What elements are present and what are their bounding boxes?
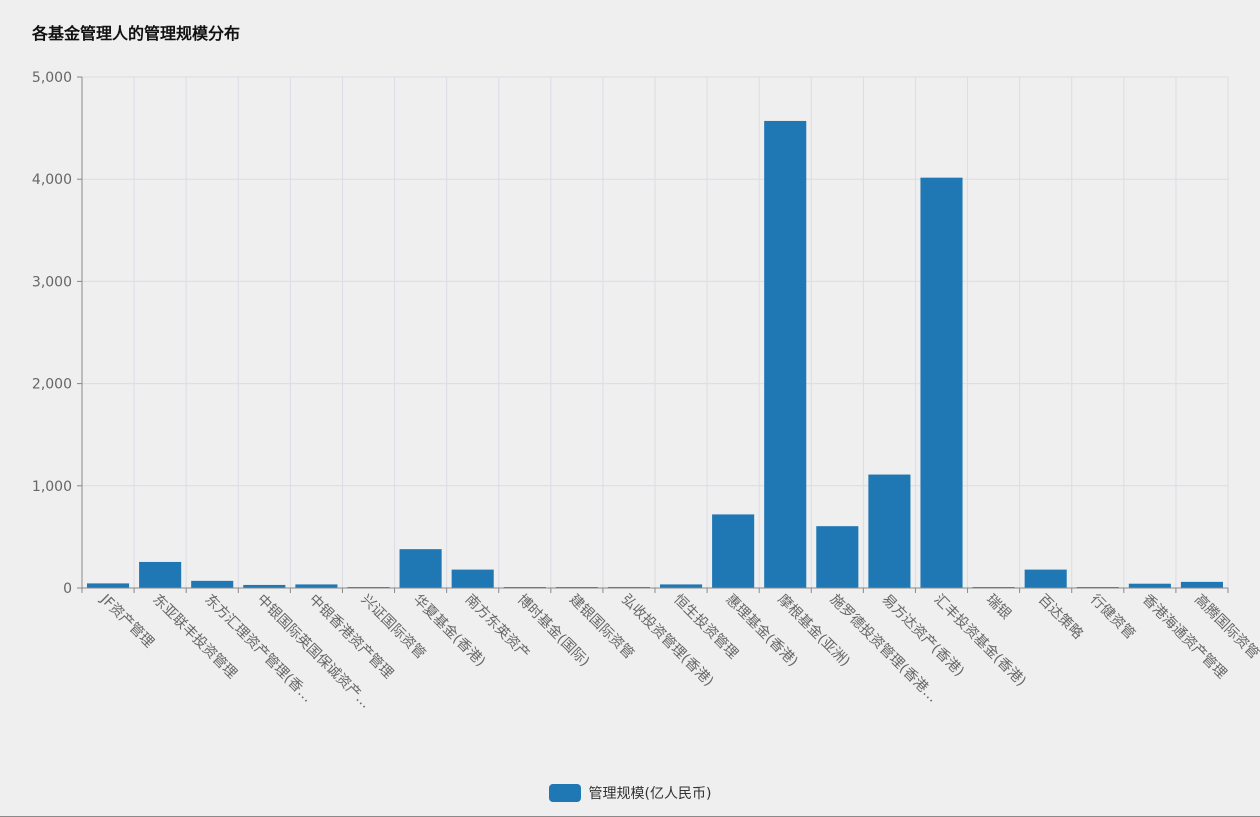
y-tick-label: 2,000 xyxy=(32,377,72,393)
bar xyxy=(139,561,182,588)
bar xyxy=(1024,569,1067,588)
bar xyxy=(660,584,703,588)
bar xyxy=(712,514,755,588)
x-tick-label: 弘收投资管理(香港) xyxy=(618,592,716,690)
bar xyxy=(607,586,650,588)
bar xyxy=(87,583,130,588)
bar-chart: 0 1,000 2,000 3,000 4,000 5,000 JF资产管理东亚联丰投资管… xyxy=(32,70,1260,712)
x-tick-label: 行健资管 xyxy=(1087,592,1138,643)
bar xyxy=(920,177,963,589)
bar xyxy=(764,120,807,589)
bar xyxy=(816,526,859,588)
y-tick-label: 3,000 xyxy=(32,274,72,290)
x-tick-label: JF资产管理 xyxy=(97,591,157,651)
x-tick-label: 百达策略 xyxy=(1035,591,1087,643)
x-tick-labels: JF资产管理东亚联丰投资管理东方汇理资产管理(香…中银国际英国保诚资产…中银香港… xyxy=(97,591,1260,712)
x-tick-label: 汇丰投资基金(香港) xyxy=(931,591,1030,690)
bar xyxy=(451,569,494,588)
y-tick-label: 0 xyxy=(63,581,72,597)
bar xyxy=(191,580,234,588)
legend-swatch xyxy=(548,784,581,802)
x-tick-label: 瑞银 xyxy=(983,592,1014,623)
grid-layer xyxy=(82,76,1229,588)
chart-title: 各基金管理人的管理规模分布 xyxy=(32,24,241,43)
legend[interactable]: 管理规模(亿人民币) xyxy=(0,783,1260,803)
bar xyxy=(1180,581,1223,588)
y-tick-label: 1,000 xyxy=(32,479,72,495)
bar xyxy=(295,584,338,588)
bar xyxy=(868,474,911,588)
axis-layer xyxy=(77,76,1229,593)
bar xyxy=(1128,583,1171,588)
legend-label: 管理规模(亿人民币) xyxy=(588,786,712,802)
y-tick-labels: 0 1,000 2,000 3,000 4,000 5,000 xyxy=(32,70,72,597)
bars-layer xyxy=(87,120,1223,589)
y-tick-label: 5,000 xyxy=(32,70,72,86)
bar xyxy=(243,584,286,588)
y-tick-label: 4,000 xyxy=(32,172,72,188)
bar xyxy=(399,549,442,588)
